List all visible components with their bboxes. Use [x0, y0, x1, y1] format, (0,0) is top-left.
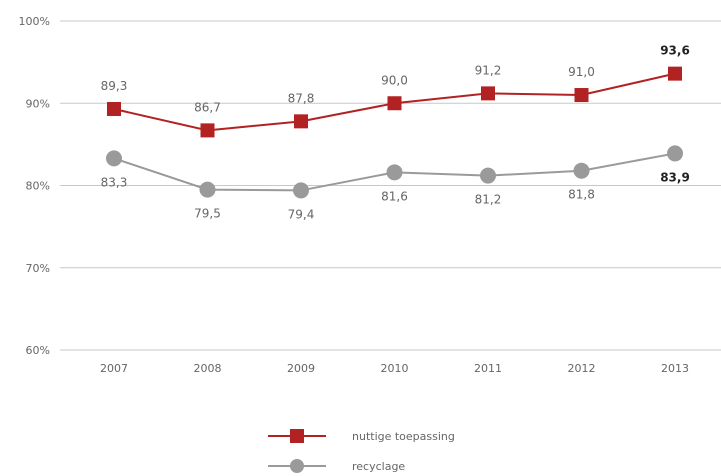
data-point-nuttige-toepassing — [668, 66, 682, 81]
data-label-nuttige-toepassing: 87,8 — [288, 91, 315, 105]
legend-marker-nuttige-toepassing — [290, 429, 304, 443]
data-point-recyclage — [667, 145, 683, 162]
data-point-nuttige-toepassing — [294, 114, 308, 129]
y-tick-label: 60% — [26, 344, 50, 357]
data-label-recyclage: 81,2 — [475, 193, 502, 207]
data-label-nuttige-toepassing: 90,0 — [381, 73, 408, 87]
data-label-nuttige-toepassing: 89,3 — [101, 79, 128, 93]
x-tick-label: 2008 — [194, 362, 222, 375]
x-tick-label: 2007 — [100, 362, 128, 375]
data-point-recyclage — [573, 162, 590, 179]
data-point-recyclage — [386, 164, 403, 181]
data-label-nuttige-toepassing: 86,7 — [194, 100, 221, 114]
data-point-recyclage — [480, 167, 496, 184]
data-point-nuttige-toepassing — [574, 88, 589, 103]
data-label-nuttige-toepassing: 91,2 — [475, 63, 502, 77]
data-point-nuttige-toepassing — [200, 123, 215, 138]
data-point-recyclage — [106, 150, 122, 167]
data-point-nuttige-toepassing — [107, 102, 121, 117]
data-label-nuttige-toepassing: 93,6 — [660, 44, 690, 58]
y-tick-label: 70% — [26, 262, 50, 275]
x-tick-label: 2012 — [568, 362, 596, 375]
y-tick-label: 90% — [26, 97, 50, 110]
data-point-recyclage — [293, 182, 309, 199]
legend-label-recyclage: recyclage — [352, 460, 405, 473]
data-label-recyclage: 83,9 — [660, 170, 690, 184]
data-point-nuttige-toepassing — [387, 96, 402, 111]
x-tick-label: 2010 — [381, 362, 409, 375]
data-point-recyclage — [199, 181, 216, 198]
data-label-recyclage: 81,8 — [568, 188, 595, 202]
y-tick-label: 100% — [19, 15, 50, 28]
data-label-recyclage: 79,5 — [194, 207, 221, 221]
legend-marker-recyclage — [290, 459, 304, 473]
legend-label-nuttige-toepassing: nuttige toepassing — [352, 430, 455, 443]
data-point-nuttige-toepassing — [481, 86, 495, 101]
y-tick-label: 80% — [26, 180, 50, 193]
x-tick-label: 2013 — [661, 362, 689, 375]
data-label-nuttige-toepassing: 91,0 — [568, 65, 595, 79]
data-label-recyclage: 83,3 — [101, 175, 128, 189]
data-label-recyclage: 81,6 — [381, 189, 408, 203]
data-label-recyclage: 79,4 — [288, 207, 315, 221]
x-tick-label: 2011 — [474, 362, 502, 375]
x-tick-label: 2009 — [287, 362, 315, 375]
